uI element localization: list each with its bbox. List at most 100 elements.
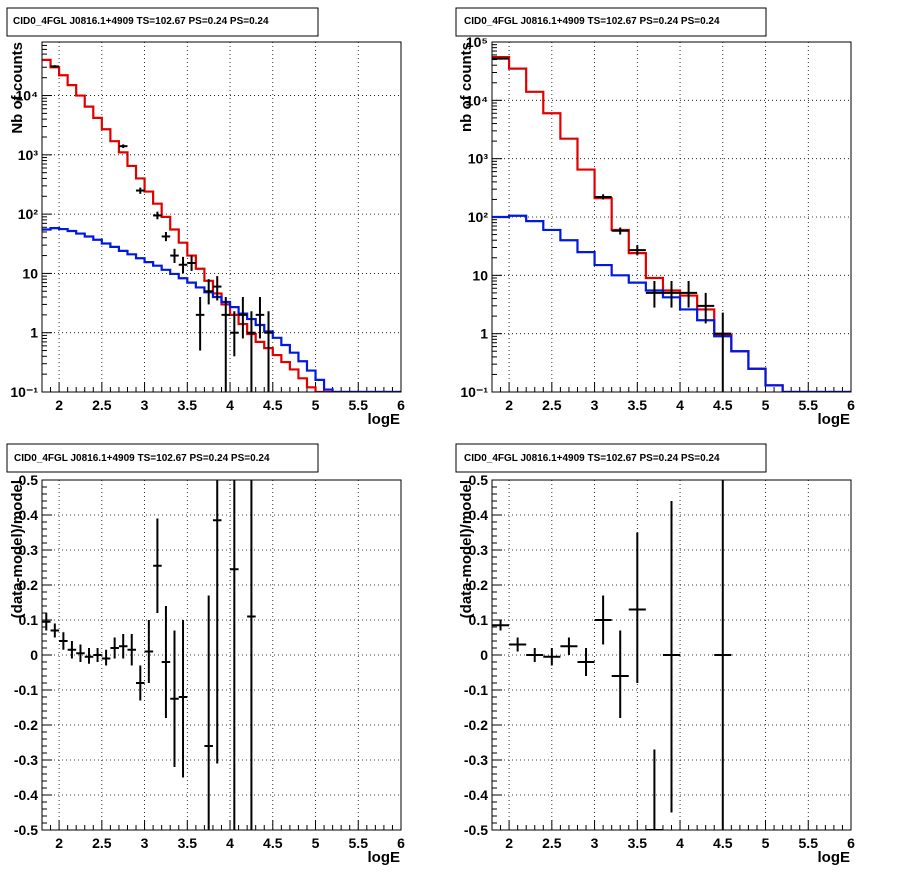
x-tick-label: 6 [847,397,855,413]
x-axis-title: logE [368,411,401,428]
y-tick-label: -0.1 [464,682,488,698]
y-tick-label: 10³ [468,151,489,167]
x-tick-label: 4.5 [713,397,733,413]
x-tick-label: 2.5 [542,835,562,851]
plot-area [42,42,401,392]
x-tick-label: 6 [847,835,855,851]
x-tick-label: 3.5 [628,835,648,851]
y-tick-label: 10⁴ [16,88,39,104]
x-tick-label: 2 [505,835,513,851]
x-tick-label: 3 [141,397,149,413]
y-tick-label: -0.4 [464,787,488,803]
y-tick-label: -0.2 [14,717,38,733]
plot-frame [491,41,852,393]
chart-title: CID0_4FGL J0816.1+4909 TS=102.67 PS=0.24… [464,16,720,27]
chart-title: CID0_4FGL J0816.1+4909 TS=102.67 PS=0.24… [464,453,720,464]
y-axis-title: Nb of counts [9,42,26,134]
x-tick-label: 4 [676,835,684,851]
y-tick-label: 0.3 [469,542,489,558]
x-tick-label: 5 [312,397,320,413]
panel-1: CID0_4FGL J0816.1+4909 TS=102.67 PS=0.24… [6,7,405,428]
x-tick-label: 5.5 [349,397,369,413]
y-tick-label: 0.2 [469,577,489,593]
x-tick-label: 2 [55,835,63,851]
y-tick-label: 1 [480,326,488,342]
y-axis-title: nb of counts [458,42,475,132]
x-tick-label: 3 [141,835,149,851]
y-tick-label: 10³ [18,147,39,163]
y-tick-label: -0.5 [14,822,38,838]
title-box [6,443,319,473]
x-tick-label: 5.5 [799,397,819,413]
chart-title: CID0_4FGL J0816.1+4909 TS=102.67 PS=0.24… [13,16,269,27]
x-tick-label: 6 [397,835,405,851]
series-background-line [42,227,401,392]
x-tick-label: 2.5 [92,397,112,413]
x-axis-title: logE [368,849,401,866]
panel-4: CID0_4FGL J0816.1+4909 TS=102.67 PS=0.24… [455,443,855,866]
plot-frame [41,41,402,393]
y-tick-label: 0.1 [469,612,489,628]
x-tick-label: 3.5 [178,835,198,851]
panel-3: CID0_4FGL J0816.1+4909 TS=102.67 PS=0.24… [6,443,405,866]
x-tick-label: 2.5 [92,835,112,851]
chart-title: CID0_4FGL J0816.1+4909 TS=102.67 PS=0.24… [14,453,270,464]
y-tick-label: 10⁻¹ [10,384,38,400]
x-tick-label: 3.5 [628,397,648,413]
title-box [455,443,767,473]
x-tick-label: 2 [505,397,513,413]
y-axis-title: (data-model)/model [458,480,475,618]
series-group [492,480,732,830]
series-model-line [42,58,401,392]
x-axis-title: logE [818,849,851,866]
y-tick-label: 10⁻¹ [460,384,488,400]
y-tick-label: 10² [18,206,39,222]
y-tick-label: 10² [468,209,489,225]
y-tick-label: 10⁴ [466,92,489,108]
title-box [6,7,319,37]
y-tick-label: 0.3 [19,542,39,558]
y-tick-label: 10⁵ [466,34,488,50]
x-tick-label: 4.5 [263,397,283,413]
plot-frame [41,479,402,831]
series-group [492,56,851,392]
series-group [42,58,401,392]
x-tick-label: 4 [226,835,234,851]
x-tick-label: 6 [397,397,405,413]
x-tick-label: 3.5 [178,397,198,413]
x-tick-label: 4 [676,397,684,413]
x-tick-label: 4.5 [713,835,733,851]
x-tick-label: 5 [762,397,770,413]
x-tick-label: 5 [762,835,770,851]
y-tick-label: 0.5 [469,472,489,488]
y-tick-label: 0.1 [19,612,39,628]
x-tick-label: 3 [591,397,599,413]
series-group [42,480,256,830]
y-tick-label: -0.2 [464,717,488,733]
x-tick-label: 2 [55,397,63,413]
y-axis-title: (data-model)/model [9,480,26,618]
y-tick-label: 0.2 [19,577,39,593]
y-tick-label: 0.4 [469,507,489,523]
x-axis-title: logE [818,411,851,428]
x-tick-label: 4.5 [263,835,283,851]
plot-area [492,42,851,392]
y-tick-label: 10 [472,267,488,283]
x-tick-label: 2.5 [542,397,562,413]
y-tick-label: -0.5 [464,822,488,838]
x-tick-label: 5.5 [349,835,369,851]
y-tick-label: 0.5 [19,472,39,488]
x-tick-label: 3 [591,835,599,851]
y-tick-label: 0.4 [19,507,39,523]
y-tick-label: 1 [30,325,38,341]
y-tick-label: 10 [22,265,38,281]
y-tick-label: 0 [30,647,38,663]
title-box [455,7,767,37]
series-background-line [492,214,851,392]
panel-2: CID0_4FGL J0816.1+4909 TS=102.67 PS=0.24… [455,7,855,428]
y-tick-label: -0.3 [464,752,488,768]
y-tick-label: -0.4 [14,787,38,803]
plot-frame [491,479,852,831]
x-tick-label: 5 [312,835,320,851]
